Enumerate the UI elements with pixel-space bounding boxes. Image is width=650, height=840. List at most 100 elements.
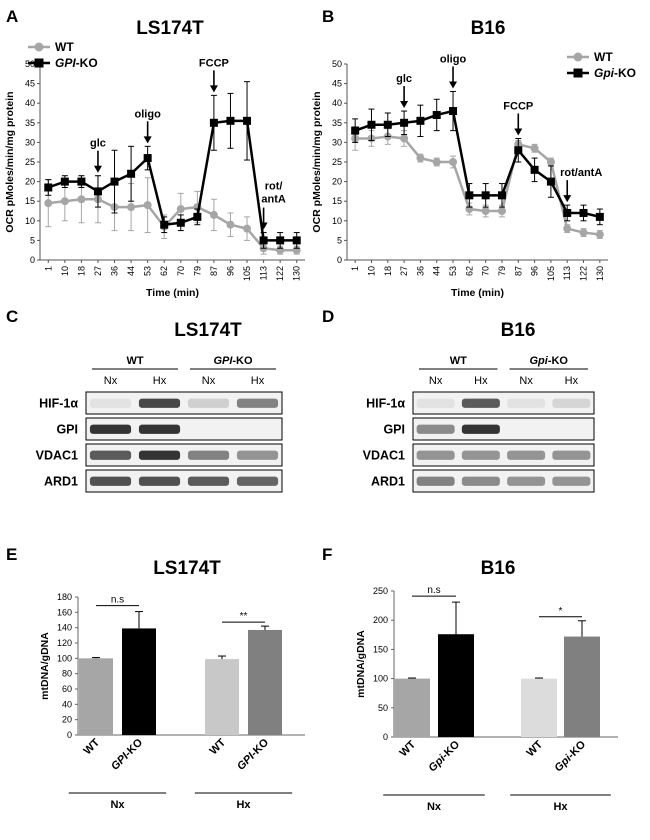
ocr-chart-ls174t: 0510152025303540455011018273644536270798… [4, 40, 305, 299]
legend-label: WT [594, 50, 613, 64]
data-point [44, 199, 53, 208]
x-tick-label: 70 [481, 266, 491, 276]
x-tick-label: 96 [530, 266, 540, 276]
blot-strip [412, 443, 595, 467]
annotation-arrow-head [400, 101, 409, 109]
panel-d: D B16 WT Gpi-KO Nx Hx Nx Hx HIF-1α GPI VDAC1 ARD1 [322, 307, 595, 493]
blot-group-label-plain: WT [450, 355, 467, 367]
blot-row-label: VDAC1 [36, 449, 78, 463]
panel-a: A LS174T 0510152025303540455011018273644… [4, 7, 305, 299]
panel-letter-f: F [322, 545, 332, 564]
annotation-arrow-head [93, 165, 102, 173]
blot-band [552, 450, 591, 460]
significance-label: * [559, 606, 563, 617]
x-tick-label: 27 [93, 266, 103, 276]
panel-f-title: B16 [481, 558, 516, 579]
data-point [127, 169, 136, 178]
data-point [546, 177, 555, 186]
x-tick-label: 96 [225, 266, 235, 276]
data-point [77, 195, 86, 204]
blot-condition-label: Hx [474, 375, 488, 387]
y-tick-label: 250 [373, 586, 388, 596]
y-tick-label: 40 [25, 98, 35, 108]
y-tick-label: 40 [62, 699, 72, 709]
blot-band [89, 476, 132, 486]
blot-band [416, 476, 455, 486]
blot-group-label-italic: GPI [213, 355, 233, 367]
x-tick-label: 44 [432, 266, 442, 276]
y-tick-label: 25 [332, 157, 342, 167]
annotation-label: rot/ [265, 181, 283, 193]
x-tick-label: 10 [60, 266, 70, 276]
panel-d-title: B16 [501, 320, 536, 341]
legend-marker [573, 68, 583, 78]
blot-row-label: GPI [383, 423, 405, 437]
data-point [595, 230, 604, 239]
bar [122, 628, 156, 735]
y-tick-label: 150 [373, 644, 388, 654]
blot-row-label: GPI [56, 423, 78, 437]
panel-letter-a: A [6, 7, 18, 26]
data-point [579, 208, 588, 217]
annotation-arrow-head [563, 195, 572, 203]
data-point [400, 118, 409, 127]
series-line [48, 197, 297, 252]
y-tick-label: 30 [25, 137, 35, 147]
y-tick-label: 140 [57, 623, 72, 633]
data-point [383, 120, 392, 129]
y-tick-label: 15 [25, 196, 35, 206]
x-tick-label: 87 [209, 266, 219, 276]
blot-strip [85, 417, 283, 441]
x-axis-label: Time (min) [451, 287, 504, 299]
series-line [47, 119, 297, 242]
panel-letter-e: E [6, 545, 17, 564]
y-tick-label: 120 [57, 638, 72, 648]
blot-condition-label: Nx [519, 375, 533, 387]
bar [438, 634, 474, 737]
annotation-label: glc [90, 138, 106, 150]
data-point [530, 165, 539, 174]
significance-label: n.s [111, 595, 124, 606]
group-label: Nx [110, 799, 125, 811]
blot-condition-label: Hx [153, 375, 167, 387]
x-tick-label: 10 [366, 266, 376, 276]
x-tick-label: 18 [383, 266, 393, 276]
blot-band [89, 424, 132, 434]
data-point [465, 191, 474, 200]
blot-row-label: ARD1 [44, 475, 78, 489]
annotation-arrow-head [259, 222, 268, 230]
data-point [176, 218, 185, 227]
x-tick-label: 44 [126, 266, 136, 276]
x-tick-label: 130 [595, 266, 605, 281]
y-tick-label: 100 [57, 653, 72, 663]
data-point [400, 134, 409, 143]
data-point [193, 212, 202, 221]
y-tick-label: 30 [332, 137, 342, 147]
data-point [563, 224, 572, 233]
x-tick-label: 1 [350, 266, 360, 271]
y-axis-label: OCR pMoles/min/mg protein [4, 91, 16, 232]
data-point [530, 144, 539, 153]
blot-strip [412, 417, 595, 441]
blot-band [461, 398, 500, 408]
y-tick-label: 25 [25, 157, 35, 167]
data-point [497, 207, 506, 215]
blot-band [89, 450, 132, 460]
bar [521, 678, 557, 737]
x-tick-label: 122 [579, 266, 589, 281]
legend-label-suffix: -KO [76, 56, 98, 70]
data-point [93, 187, 102, 196]
blot-band [416, 398, 455, 408]
x-tick-label: 105 [546, 266, 556, 281]
bar [79, 658, 113, 735]
data-point [127, 203, 136, 212]
significance-label: ** [240, 611, 248, 622]
blot-strip [85, 469, 283, 493]
legend-label-italic: Gpi [594, 66, 615, 80]
blot-band [187, 398, 230, 408]
data-point [60, 177, 69, 186]
data-point [176, 205, 185, 214]
blot-band [461, 450, 500, 460]
annotation-label: glc [396, 73, 412, 85]
